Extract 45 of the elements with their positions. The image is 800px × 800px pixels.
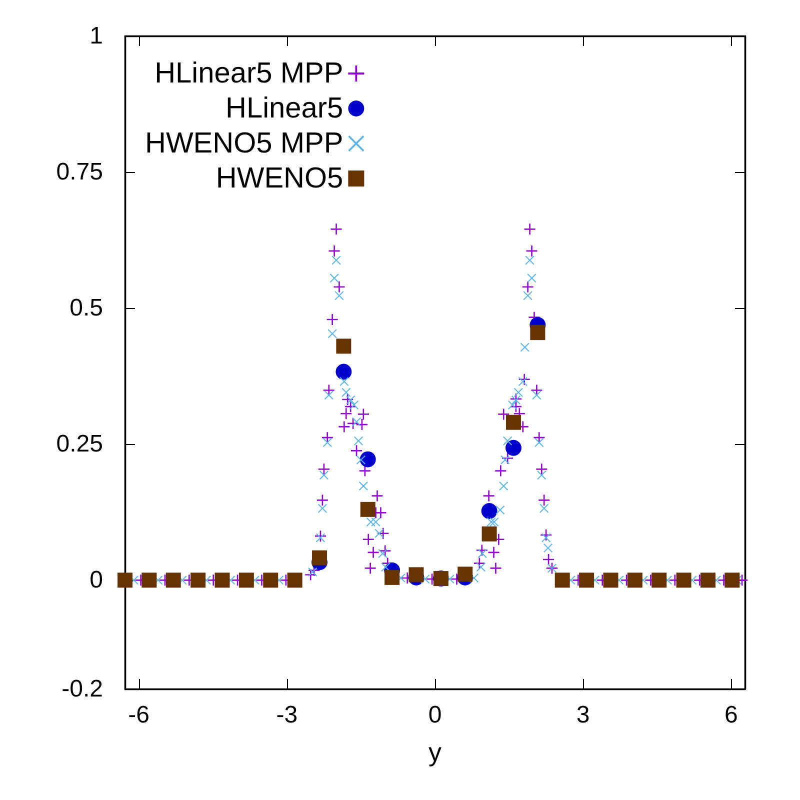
point: [506, 440, 522, 456]
legend-label: HWENO5: [216, 162, 344, 194]
y-tick-label: 0.25: [56, 430, 103, 458]
legend-label: HLinear5 MPP: [154, 58, 344, 90]
point: [360, 451, 376, 468]
point: [627, 572, 642, 588]
point: [238, 572, 254, 588]
y-tick-label: -0.2: [62, 676, 103, 702]
x-axis-title: y: [428, 737, 442, 767]
point: [336, 338, 352, 354]
point: [530, 325, 546, 340]
point: [579, 572, 594, 588]
point: [214, 572, 230, 588]
point: [336, 364, 352, 380]
point: [287, 572, 302, 588]
point: [458, 566, 473, 582]
legend-label: HLinear5: [226, 92, 344, 124]
point: [408, 567, 424, 582]
point: [603, 572, 618, 588]
x-tick-label: 0: [428, 702, 442, 728]
x-tick-label: -6: [128, 702, 150, 728]
x-tick-label: 6: [724, 702, 738, 728]
point: [481, 503, 498, 520]
point: [506, 414, 521, 430]
point: [384, 570, 400, 585]
point: [166, 572, 181, 588]
y-tick-label: 1: [90, 22, 103, 50]
point: [676, 572, 692, 588]
y-tick-label: 0.75: [56, 158, 103, 186]
point: [360, 502, 376, 517]
point: [482, 526, 497, 542]
y-tick-label: 0.5: [70, 294, 103, 322]
point: [190, 572, 206, 588]
point: [700, 572, 716, 588]
x-tick-label: 3: [576, 702, 590, 728]
x-tick-label: -3: [276, 702, 298, 728]
point: [263, 572, 278, 588]
point: [652, 572, 667, 588]
legend-label: HWENO5 MPP: [145, 128, 344, 160]
point: [724, 572, 740, 588]
y-tick-label: 0: [90, 566, 103, 594]
point: [554, 572, 570, 588]
point: [118, 572, 132, 588]
point: [312, 550, 327, 566]
point: [142, 572, 157, 588]
